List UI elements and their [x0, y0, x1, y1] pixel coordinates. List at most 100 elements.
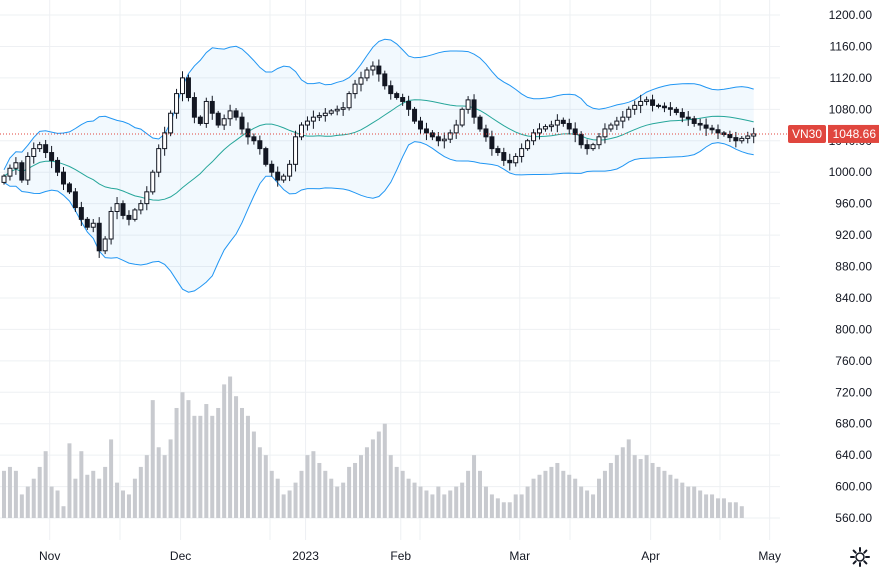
chart-grid — [0, 0, 780, 540]
candle-body — [537, 128, 542, 134]
candle-body — [531, 132, 537, 142]
volume-bar — [126, 494, 131, 518]
volume-bar — [7, 466, 12, 518]
volume-bar — [698, 490, 703, 518]
volume-bar — [668, 474, 673, 518]
y-tick-label: 840.00 — [835, 291, 872, 305]
candle-body — [37, 144, 43, 150]
volume-bar — [686, 486, 691, 518]
volume-bar — [31, 478, 36, 518]
volume-bar — [513, 494, 518, 518]
volume-bar — [721, 498, 726, 518]
candle-body — [293, 136, 299, 165]
y-tick-label: 1200.00 — [829, 8, 873, 22]
candle-body — [245, 128, 251, 138]
volume-bar — [174, 407, 179, 518]
candle-body — [733, 137, 739, 142]
y-tick-label: 680.00 — [835, 417, 872, 431]
symbol-tag-bg — [788, 124, 826, 143]
volume-bar — [394, 466, 399, 518]
volume-bar — [376, 431, 381, 518]
volume-bar — [192, 415, 197, 518]
volume-bar — [25, 486, 30, 518]
volume-bar — [448, 490, 453, 518]
candle-body — [31, 148, 37, 157]
volume-bar — [561, 470, 566, 518]
candle-body — [685, 116, 691, 120]
candle-body — [90, 222, 96, 228]
candle-body — [745, 135, 751, 139]
x-tick-label: Nov — [39, 549, 60, 563]
volume-bar — [180, 392, 185, 518]
candle-body — [233, 110, 239, 118]
y-tick-label: 960.00 — [835, 197, 872, 211]
volume-bar — [347, 466, 352, 518]
volume-bar — [424, 490, 429, 518]
candle-body — [263, 148, 269, 165]
price-axis[interactable]: 1200.001160.001120.001080.001040.001000.… — [829, 8, 873, 525]
volume-bar — [121, 490, 125, 518]
volume-bar — [49, 486, 54, 518]
volume-bar — [364, 447, 369, 518]
volume-bar — [549, 466, 554, 518]
candle-body — [501, 152, 507, 161]
volume-bar — [144, 455, 149, 518]
volume-bar — [460, 482, 465, 518]
volume-bar — [97, 478, 102, 518]
candle-body — [114, 203, 120, 212]
candle-body — [174, 93, 180, 114]
volume-bar — [323, 470, 328, 518]
candle-body — [180, 77, 185, 95]
candle-body — [138, 203, 144, 211]
candle-body — [334, 108, 340, 112]
volume-bar — [138, 466, 143, 518]
volume-bar — [620, 447, 625, 518]
volume-bar — [79, 451, 84, 518]
candle-body — [418, 120, 423, 130]
candle-body — [13, 162, 19, 169]
price-tag-bg — [828, 124, 879, 143]
y-tick-label: 920.00 — [835, 228, 872, 242]
volume-bar — [168, 439, 173, 518]
volume-bar — [602, 470, 607, 518]
candle-body — [471, 99, 477, 118]
volume-bar — [430, 494, 435, 518]
volume-bar — [674, 478, 679, 518]
y-tick-label: 800.00 — [835, 322, 872, 336]
candle-body — [78, 207, 84, 220]
volume-bar — [317, 462, 322, 518]
candle-body — [168, 112, 174, 134]
candle-body — [697, 122, 703, 126]
settings-gear-icon[interactable] — [849, 546, 871, 568]
volume-bar — [418, 486, 423, 518]
volume-bar — [710, 494, 715, 518]
bollinger-upper — [3, 38, 754, 171]
volume-bar — [704, 494, 709, 518]
candle-body — [584, 144, 590, 150]
volume-bar — [61, 506, 66, 518]
candle-body — [370, 65, 376, 71]
bollinger-bands — [3, 38, 754, 293]
candle-body — [1, 175, 7, 183]
candle-body — [221, 118, 227, 126]
volume-bar — [132, 478, 137, 518]
y-tick-label: 640.00 — [835, 448, 872, 462]
candle-body — [316, 115, 322, 118]
candle-body — [560, 119, 566, 124]
time-axis[interactable]: Nov Dec 2023 Feb Mar Apr May — [39, 549, 781, 563]
volume-bar — [370, 439, 375, 518]
candle-body — [715, 129, 721, 134]
candle-body — [513, 155, 519, 164]
volume-bar — [341, 482, 346, 518]
volume-bar — [626, 439, 631, 518]
volume-bar — [662, 470, 667, 518]
volume-bar — [585, 490, 590, 518]
volume-bar — [19, 494, 24, 518]
candle-body — [507, 159, 513, 164]
volume-bar — [275, 478, 280, 518]
volume-bar — [2, 470, 6, 518]
volume-bar — [412, 482, 417, 518]
candle-body — [400, 97, 406, 102]
candle-body — [661, 105, 667, 109]
